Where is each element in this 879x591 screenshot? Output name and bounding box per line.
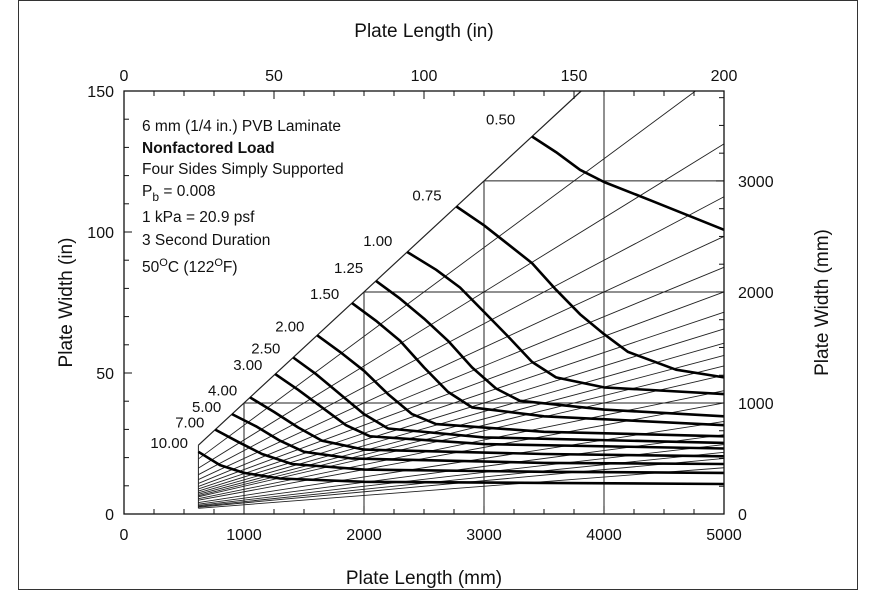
tick-label: 50 (265, 68, 283, 85)
tick-label: 2000 (346, 527, 382, 544)
tick-label: 3000 (466, 527, 502, 544)
annotation-conversion: 1 kPa = 20.9 psf (142, 209, 255, 226)
load-curve-1.50 (351, 302, 725, 427)
tick-label: 100 (411, 68, 438, 85)
tick-label: 50 (96, 366, 114, 383)
bottom-axis-title: Plate Length (mm) (346, 568, 502, 589)
curve-label: 5.00 (192, 399, 221, 416)
load-curve-0.50 (531, 135, 725, 232)
load-curve-0.75 (455, 205, 725, 379)
curve-label: 1.00 (363, 233, 392, 250)
right-axis-title: Plate Width (mm) (812, 229, 833, 376)
annotation-temperature: 50OC (122OF) (142, 257, 238, 276)
tick-label: 0 (105, 507, 114, 524)
chart-frame (18, 0, 858, 590)
curve-label: 2.00 (275, 318, 304, 335)
load-curve-4.00 (249, 396, 725, 458)
aspect-ratio-line (198, 390, 725, 500)
load-curve-1.00 (406, 250, 725, 396)
aspect-ratio-line (198, 365, 725, 497)
tick-label: 0 (738, 507, 747, 524)
tick-label: 0 (120, 527, 129, 544)
tick-marks (123, 90, 725, 515)
curve-label: 0.75 (412, 187, 441, 204)
aspect-ratio-line (198, 467, 725, 509)
tick-label: 3000 (738, 174, 774, 191)
curve-label: 1.25 (334, 260, 363, 277)
tick-label: 1000 (226, 527, 262, 544)
load-curves: 0.50 0.75 1.001.25 1.50 2.00 2.503.00 4.005.00… (150, 112, 725, 486)
aspect-ratio-line (198, 342, 725, 494)
curve-label: 2.50 (251, 340, 280, 357)
aspect-ratio-line (197, 90, 582, 446)
aspect-ratio-line (198, 90, 696, 460)
tick-label: 150 (561, 68, 588, 85)
tick-label: 200 (711, 68, 738, 85)
load-curve-7.00 (214, 428, 725, 475)
load-curve-2.50 (292, 356, 725, 445)
load-curve-2.00 (316, 334, 725, 438)
aspect-ratio-line (198, 444, 725, 506)
chart-annotations: 6 mm (1/4 in.) PVB Laminate Nonfactored … (142, 118, 344, 276)
tick-label: 5000 (706, 527, 742, 544)
annotation-material: 6 mm (1/4 in.) PVB Laminate (142, 118, 341, 135)
annotation-probability: Pb = 0.008 (142, 183, 215, 204)
aspect-ratio-lines (197, 90, 725, 509)
curve-label: 0.50 (486, 112, 515, 129)
load-curve-5.00 (231, 412, 725, 466)
aspect-ratio-line (198, 291, 725, 487)
tick-label: 150 (87, 84, 114, 101)
tick-label: 1000 (738, 396, 774, 413)
aspect-ratio-line (198, 266, 725, 484)
curve-label: 1.50 (310, 286, 339, 303)
annotation-support: Four Sides Simply Supported (142, 161, 344, 178)
aspect-ratio-line (198, 196, 725, 476)
aspect-ratio-line (198, 236, 725, 480)
curve-label: 10.00 (150, 435, 188, 452)
tick-label: 100 (87, 225, 114, 242)
aspect-ratio-line (198, 143, 725, 469)
annotation-load-type: Nonfactored Load (142, 140, 275, 157)
curve-label: 7.00 (175, 415, 204, 432)
load-curve-3.00 (274, 373, 725, 450)
load-curve-10.00 (197, 450, 725, 486)
tick-label: 0 (120, 68, 129, 85)
annotation-duration: 3 Second Duration (142, 232, 270, 249)
curve-label: 4.00 (208, 382, 237, 399)
left-axis-title: Plate Width (in) (56, 238, 77, 368)
curve-label: 3.00 (233, 357, 262, 374)
load-curve-1.25 (375, 279, 725, 418)
tick-label: 2000 (738, 285, 774, 302)
tick-label: 4000 (586, 527, 622, 544)
aspect-ratio-line (198, 451, 725, 507)
top-axis-title: Plate Length (in) (354, 21, 493, 42)
